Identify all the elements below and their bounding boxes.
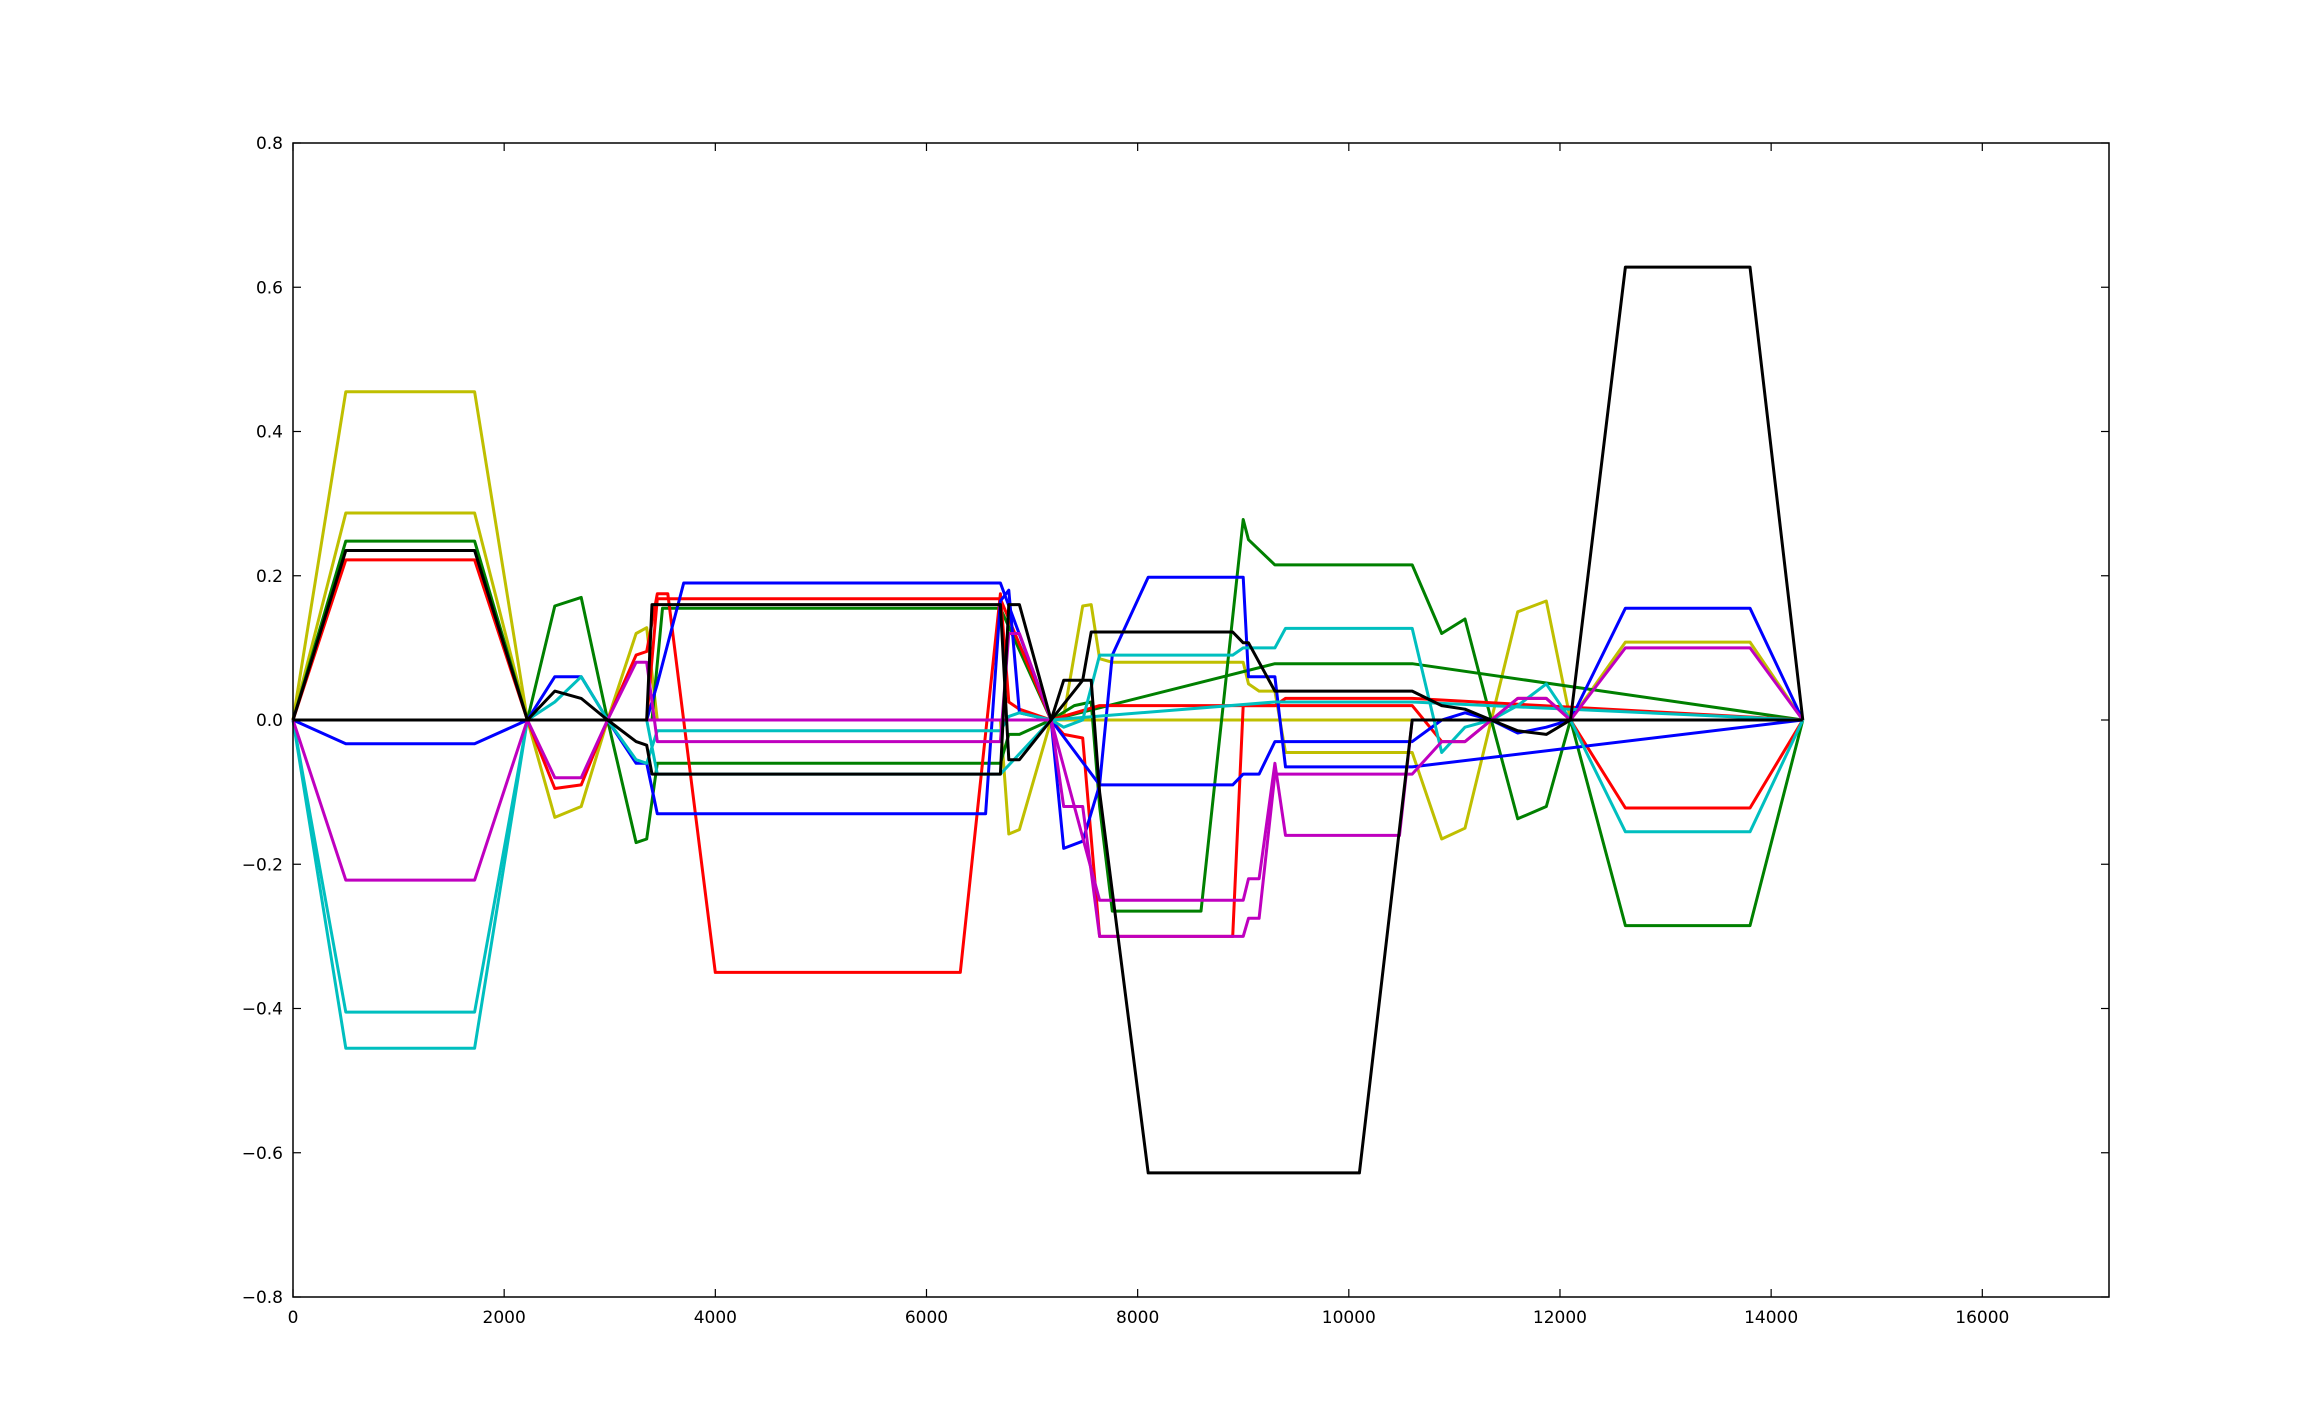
y-tick-label: 0.4: [256, 423, 283, 443]
series-line-12: [291, 265, 1805, 776]
x-tick-label: 2000: [483, 1308, 526, 1328]
x-tick-label: 10000: [1322, 1308, 1376, 1328]
y-tick-label: 0.8: [256, 134, 283, 154]
x-tick-label: 6000: [905, 1308, 948, 1328]
y-tick-label: −0.2: [242, 855, 283, 875]
y-tick-label: −0.6: [242, 1144, 283, 1164]
x-tick-label: 14000: [1744, 1308, 1798, 1328]
y-tick-label: 0.0: [256, 711, 283, 731]
plot-frame: [292, 142, 2110, 1298]
series-line-0: [291, 390, 1805, 841]
x-tick-label: 0: [288, 1308, 299, 1328]
x-tick-label: 4000: [694, 1308, 737, 1328]
y-tick-label: −0.4: [242, 1000, 283, 1020]
tick-label-layer: 0 2000 4000 6000 8000 10000 12000 14000 16000 −0.…: [242, 134, 2010, 1328]
series-layer: [291, 265, 1805, 1175]
y-tick-label: 0.6: [256, 278, 283, 298]
series-line-10: [291, 632, 1805, 938]
y-tick-label: 0.2: [256, 567, 283, 587]
x-tick-label: 12000: [1533, 1308, 1587, 1328]
x-tick-label: 16000: [1955, 1308, 2009, 1328]
y-tick-label: −0.8: [242, 1288, 283, 1308]
series-line-13: [293, 603, 1803, 1175]
x-tick-label: 8000: [1116, 1308, 1159, 1328]
